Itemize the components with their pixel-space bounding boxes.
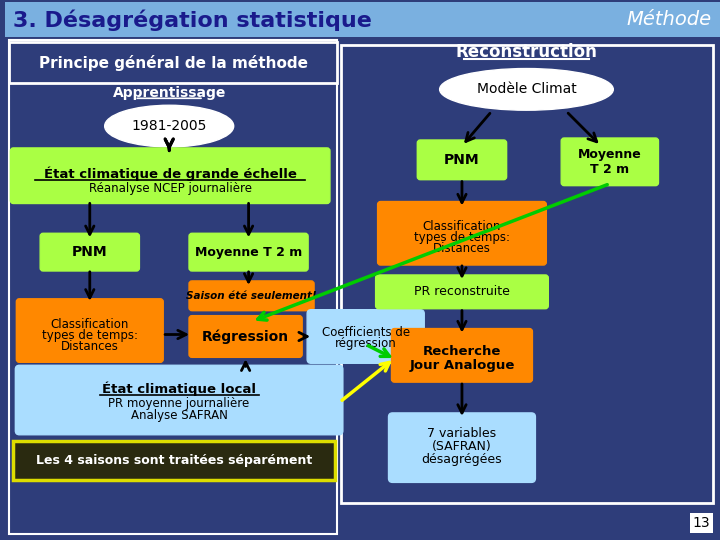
Text: Saison été seulement!: Saison été seulement! (186, 291, 317, 301)
Text: désagrégées: désagrégées (422, 453, 503, 466)
FancyBboxPatch shape (561, 138, 659, 186)
FancyBboxPatch shape (389, 413, 536, 482)
FancyBboxPatch shape (15, 365, 343, 435)
Text: 3. Désagrégation statistique: 3. Désagrégation statistique (14, 9, 372, 31)
Text: État climatique de grande échelle: État climatique de grande échelle (44, 166, 297, 181)
FancyBboxPatch shape (6, 2, 720, 37)
FancyBboxPatch shape (392, 328, 532, 382)
FancyBboxPatch shape (418, 140, 507, 180)
Text: Réanalyse NCEP journalière: Réanalyse NCEP journalière (89, 182, 252, 195)
Ellipse shape (104, 105, 234, 147)
Text: Moyenne
T 2 m: Moyenne T 2 m (578, 148, 642, 176)
FancyBboxPatch shape (40, 233, 140, 271)
Text: 7 variables: 7 variables (428, 427, 497, 440)
FancyBboxPatch shape (189, 233, 308, 271)
Text: 13: 13 (693, 516, 710, 530)
Text: types de temps:: types de temps: (42, 329, 138, 342)
Ellipse shape (440, 69, 613, 110)
Text: Reconstruction: Reconstruction (456, 43, 598, 60)
Text: État climatique local: État climatique local (102, 382, 256, 396)
Text: Régression: Régression (202, 329, 289, 344)
Text: Classification: Classification (423, 220, 501, 233)
Text: PR moyenne journalière: PR moyenne journalière (109, 397, 250, 410)
Text: Modèle Climat: Modèle Climat (477, 83, 576, 96)
Text: PR reconstruite: PR reconstruite (414, 285, 510, 298)
Text: Jour Analogue: Jour Analogue (409, 359, 515, 372)
Text: Distances: Distances (61, 340, 119, 353)
Text: régression: régression (335, 337, 397, 350)
FancyBboxPatch shape (189, 316, 302, 357)
Text: Principe général de la méthode: Principe général de la méthode (39, 55, 307, 71)
Text: PNM: PNM (444, 153, 480, 167)
Text: Méthode: Méthode (627, 10, 712, 29)
Text: Classification: Classification (50, 318, 129, 331)
FancyBboxPatch shape (14, 441, 335, 481)
FancyBboxPatch shape (376, 275, 549, 309)
Text: (SAFRAN): (SAFRAN) (432, 440, 492, 453)
Text: Coefficients de: Coefficients de (322, 326, 410, 339)
Text: 1981-2005: 1981-2005 (132, 119, 207, 133)
FancyBboxPatch shape (9, 42, 337, 83)
Text: PNM: PNM (72, 245, 107, 259)
FancyBboxPatch shape (10, 148, 330, 204)
Text: Recherche: Recherche (423, 345, 501, 358)
FancyBboxPatch shape (307, 310, 424, 363)
Text: types de temps:: types de temps: (414, 231, 510, 244)
FancyBboxPatch shape (17, 299, 163, 362)
Text: Apprentissage: Apprentissage (112, 86, 226, 100)
Text: Distances: Distances (433, 242, 491, 255)
FancyBboxPatch shape (377, 201, 546, 265)
Text: Analyse SAFRAN: Analyse SAFRAN (130, 409, 228, 422)
FancyBboxPatch shape (6, 36, 720, 538)
Text: Moyenne T 2 m: Moyenne T 2 m (195, 246, 302, 259)
Text: Les 4 saisons sont traitées séparément: Les 4 saisons sont traitées séparément (36, 454, 312, 467)
FancyBboxPatch shape (189, 281, 314, 310)
